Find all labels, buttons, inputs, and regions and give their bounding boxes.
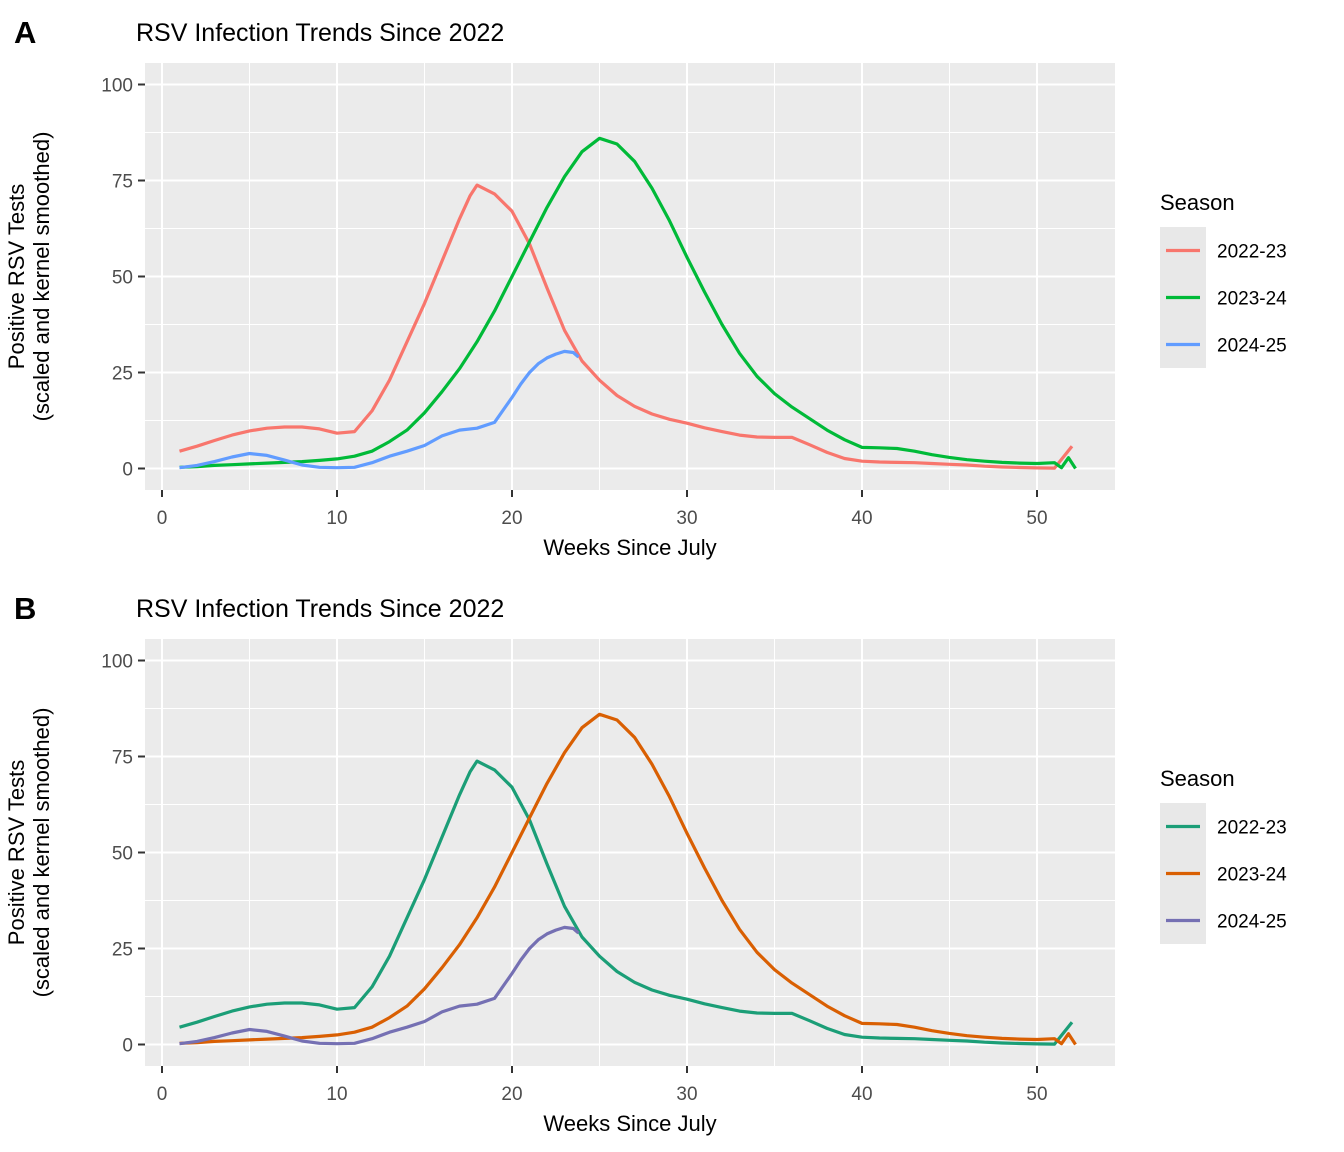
- y-tick-label: 75: [112, 748, 133, 769]
- series-line-2022-23: [179, 759, 1074, 1046]
- y-axis-title-line2: (scaled and kernel smoothed): [29, 708, 54, 998]
- legend-label: 2024-25: [1217, 912, 1287, 933]
- y-axis-title-line2: (scaled and kernel smoothed): [29, 132, 54, 422]
- x-tick-label: 30: [676, 508, 697, 529]
- x-tick-label: 30: [676, 1084, 697, 1105]
- y-tick-label: 50: [112, 844, 133, 865]
- x-tick-label: 10: [326, 508, 347, 529]
- x-axis-title: Weeks Since July: [543, 535, 716, 560]
- legend-title: Season: [1160, 190, 1235, 215]
- series-line-2023-24: [179, 712, 1077, 1046]
- series-line-2023-24: [179, 136, 1077, 470]
- chart-title: RSV Infection Trends Since 2022: [136, 19, 504, 47]
- y-tick-label: 25: [112, 364, 133, 385]
- series-line-2022-23: [179, 183, 1074, 470]
- panel-b-chart: 0 10 20 30 40 50 0 25 50 75 100 B RSV Infection Tren…: [0, 576, 1344, 1152]
- y-tick-label: 100: [101, 76, 133, 97]
- panel-label: B: [14, 591, 36, 626]
- x-tick-label: 50: [1026, 1084, 1047, 1105]
- legend-label: 2024-25: [1217, 336, 1287, 357]
- x-tick-label: 40: [851, 508, 872, 529]
- legend-label: 2023-24: [1217, 865, 1287, 886]
- series-line-2024-25: [179, 349, 580, 470]
- y-axis-title-line1: Positive RSV Tests: [4, 184, 29, 369]
- y-tick-label: 100: [101, 652, 133, 673]
- legend-label: 2022-23: [1217, 242, 1287, 263]
- series-line-2024-25: [179, 925, 580, 1046]
- x-tick-label: 10: [326, 1084, 347, 1105]
- y-tick-label: 75: [112, 172, 133, 193]
- x-tick-label: 50: [1026, 508, 1047, 529]
- panel-a-chart: 0 10 20 30 40 50 0 25 50 75 100 A RSV Infection Tren…: [4, 15, 1288, 560]
- x-tick-label: 0: [157, 1084, 168, 1105]
- y-tick-label: 50: [112, 268, 133, 289]
- legend-label: 2023-24: [1217, 289, 1287, 310]
- legend-title: Season: [1160, 766, 1235, 791]
- x-tick-label: 20: [501, 508, 522, 529]
- y-axis-title-line1: Positive RSV Tests: [4, 760, 29, 945]
- x-tick-label: 0: [157, 508, 168, 529]
- x-tick-label: 40: [851, 1084, 872, 1105]
- y-tick-label: 0: [122, 460, 133, 481]
- y-tick-label: 25: [112, 940, 133, 961]
- y-tick-label: 0: [122, 1036, 133, 1057]
- panel-label: A: [14, 15, 36, 50]
- x-tick-label: 20: [501, 1084, 522, 1105]
- chart-title: RSV Infection Trends Since 2022: [136, 595, 504, 623]
- x-axis-title: Weeks Since July: [543, 1111, 716, 1136]
- legend-label: 2022-23: [1217, 818, 1287, 839]
